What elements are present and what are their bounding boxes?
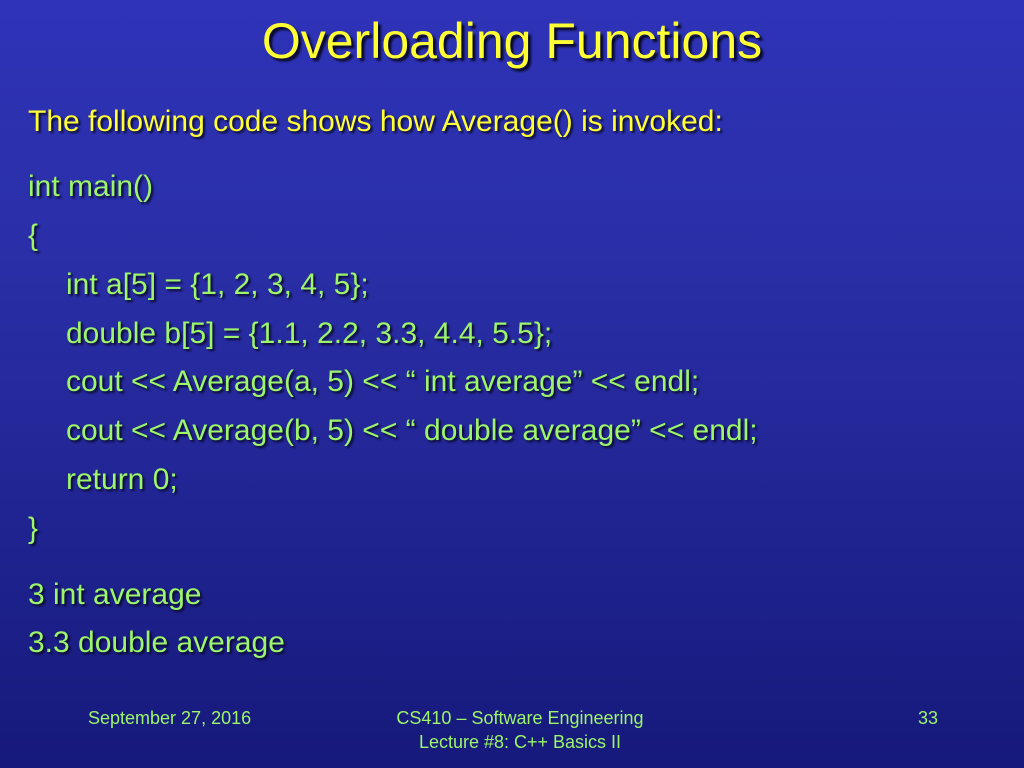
footer-lecture-title: Lecture #8: C++ Basics II bbox=[418, 732, 622, 752]
code-line: cout << Average(b, 5) << “ double averag… bbox=[66, 414, 758, 447]
slide-title: Overloading Functions bbox=[261, 13, 763, 69]
code-line: return 0; bbox=[66, 463, 178, 496]
footer-course-title: CS410 – Software Engineering bbox=[396, 708, 644, 728]
footer-course: CS410 – Software Engineering Lecture #8:… bbox=[320, 706, 720, 754]
code-line: int main() bbox=[28, 170, 154, 203]
code-line: int a[5] = {1, 2, 3, 4, 5}; bbox=[66, 268, 369, 301]
slide-number: 33 bbox=[917, 708, 938, 728]
code-line: double b[5] = {1.1, 2.2, 3.3, 4.4, 5.5}; bbox=[66, 317, 553, 350]
code-line: { bbox=[28, 219, 39, 252]
code-line: } bbox=[28, 512, 39, 545]
footer-date: September 27, 2016 bbox=[88, 708, 252, 728]
output-line: 3 int average bbox=[28, 578, 202, 611]
intro-text: The following code shows how Average() i… bbox=[28, 105, 723, 138]
code-line: cout << Average(a, 5) << “ int average” … bbox=[66, 365, 700, 398]
output-line: 3.3 double average bbox=[28, 626, 285, 659]
